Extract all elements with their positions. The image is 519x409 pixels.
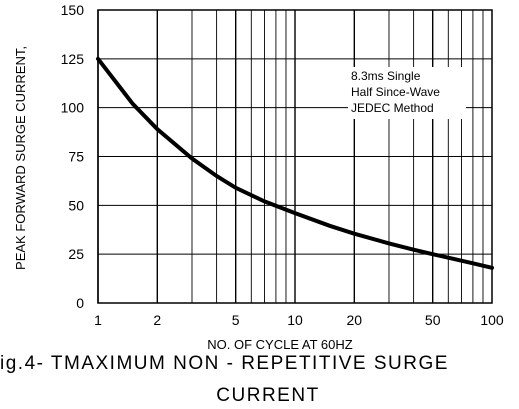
figure-caption-line-2: CURRENT	[216, 385, 319, 406]
y-tick-label: 75	[68, 149, 84, 165]
annotation-line-1: 8.3ms Single	[351, 69, 421, 83]
y-tick-label: 25	[68, 246, 84, 262]
y-tick-label: 100	[61, 100, 85, 116]
y-tick-label: 0	[76, 295, 84, 311]
y-tick-label: 150	[61, 2, 85, 18]
x-tick-label: 50	[425, 312, 441, 328]
x-tick-label: 10	[287, 312, 303, 328]
y-tick-labels: 0 25 50 75 100 125 150	[61, 2, 85, 311]
annotation-line-3: JEDEC Method	[351, 101, 434, 115]
y-tick-label: 125	[61, 51, 85, 67]
grid	[97, 9, 492, 304]
plot-frame	[97, 9, 493, 304]
y-axis-title: PEAK FORWARD SURGE CURRENT,	[13, 46, 28, 270]
x-tick-label: 20	[347, 312, 363, 328]
x-tick-label: 100	[480, 312, 504, 328]
annotation-box	[348, 67, 466, 119]
series-line	[96, 56, 494, 270]
x-tick-labels: 1 2 5 10 20 50 100	[94, 312, 504, 328]
y-tick-label: 50	[68, 197, 84, 213]
annotation-line-2: Half Since-Wave	[351, 85, 440, 99]
x-tick-label: 2	[153, 312, 161, 328]
x-tick-label: 1	[94, 312, 102, 328]
x-tick-label: 5	[232, 312, 240, 328]
x-axis-title: NO. OF CYCLE AT 60HZ	[207, 337, 353, 352]
figure-caption-line-1: ig.4- TMAXIMUM NON - REPETITIVE SURGE	[0, 353, 449, 374]
